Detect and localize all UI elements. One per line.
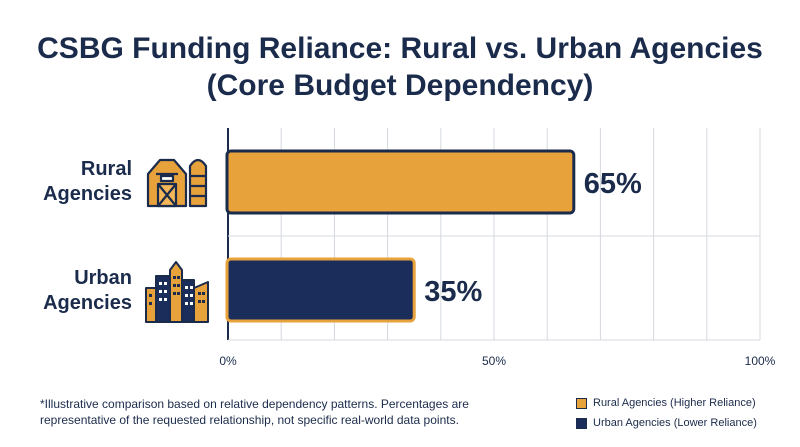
legend-swatch-rural bbox=[576, 397, 587, 409]
legend-swatch-urban bbox=[576, 417, 587, 429]
bar-urban bbox=[225, 257, 416, 323]
category-label-rural: Rural Agencies bbox=[12, 157, 132, 207]
legend-label-urban: Urban Agencies (Lower Reliance) bbox=[593, 417, 757, 429]
bar-urban-label: 35% bbox=[424, 276, 482, 308]
category-label-urban: Urban Agencies bbox=[12, 266, 132, 316]
data-labels: 65% 35% bbox=[424, 168, 642, 308]
x-tick-label: 0% bbox=[219, 354, 237, 368]
category-label-rural-line-1: Rural bbox=[80, 158, 132, 180]
x-tick-label: 50% bbox=[482, 354, 506, 368]
bar-rural-label: 65% bbox=[584, 168, 642, 200]
barn-silo-icon bbox=[146, 158, 208, 208]
category-label-urban-line-2: Agencies bbox=[43, 292, 132, 314]
bars bbox=[225, 149, 576, 323]
category-label-rural-line-2: Agencies bbox=[43, 183, 132, 205]
category-label-urban-line-1: Urban bbox=[74, 267, 132, 289]
legend: Rural Agencies (Higher Reliance) Urban A… bbox=[576, 395, 796, 435]
legend-label-rural: Rural Agencies (Higher Reliance) bbox=[593, 397, 756, 409]
x-tick-labels: 0% 50% 100% bbox=[219, 354, 775, 368]
legend-item-rural: Rural Agencies (Higher Reliance) bbox=[576, 395, 796, 411]
city-skyline-icon bbox=[145, 261, 209, 323]
footnote: *Illustrative comparison based on relati… bbox=[40, 397, 469, 427]
chart-title-line-2: (Core Budget Dependency) bbox=[206, 69, 594, 102]
chart-title-line-1: CSBG Funding Reliance: Rural vs. Urban A… bbox=[37, 32, 763, 65]
legend-item-urban: Urban Agencies (Lower Reliance) bbox=[576, 415, 796, 431]
chart-title: CSBG Funding Reliance: Rural vs. Urban A… bbox=[0, 30, 800, 104]
bar-rural bbox=[225, 149, 576, 215]
x-tick-label: 100% bbox=[745, 354, 776, 368]
